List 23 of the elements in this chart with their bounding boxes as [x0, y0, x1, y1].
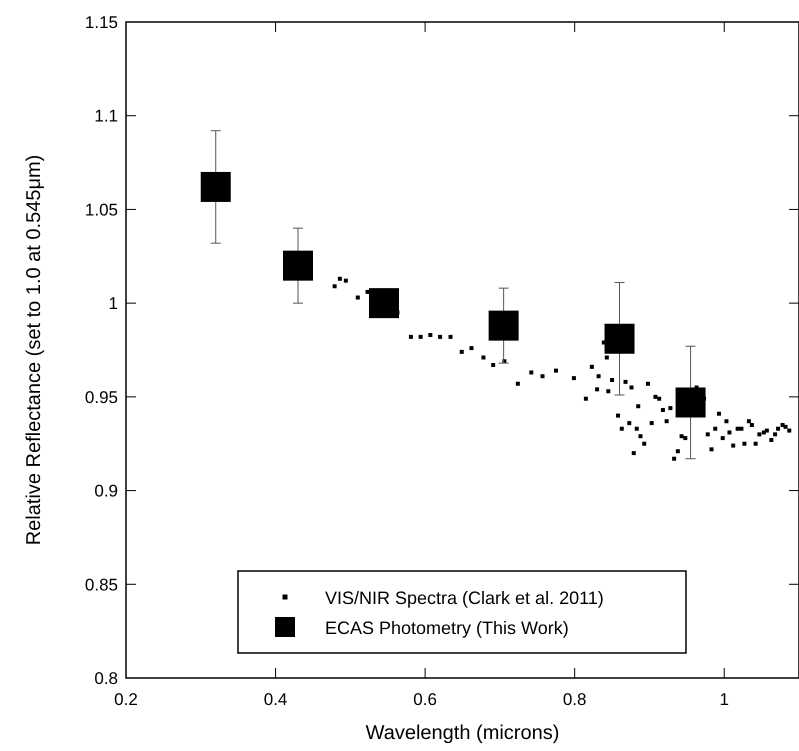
x-tick-label: 0.4: [264, 690, 288, 709]
point: [676, 387, 706, 418]
point: [282, 250, 313, 281]
y-tick-label: 0.9: [94, 482, 118, 501]
y-tick-label: 0.85: [84, 575, 118, 594]
point: [488, 310, 519, 341]
legend-label: VIS/NIR Spectra (Clark et al. 2011): [325, 588, 604, 608]
x-tick-label: 0.6: [413, 690, 437, 709]
point: [200, 172, 231, 202]
y-tick-label: 1.15: [84, 13, 118, 32]
x-tick-label: 0.2: [114, 690, 138, 709]
point: [604, 324, 635, 354]
y-tick-label: 0.8: [94, 669, 118, 688]
y-tick-label: 1.05: [84, 200, 118, 220]
legend-label: ECAS Photometry (This Work): [325, 618, 569, 638]
x-tick-label: 0.8: [562, 690, 586, 709]
y-tick-label: 0.95: [84, 388, 118, 407]
x-axis-title: Wavelength (microns): [366, 722, 560, 744]
y-axis-title: Relative Reflectance (set to 1.0 at 0.545μm): [23, 154, 45, 546]
x-tick-label: 1: [719, 690, 729, 709]
y-tick-label: 1: [108, 294, 118, 314]
point: [368, 288, 399, 318]
y-tick-label: 1.1: [94, 106, 118, 126]
